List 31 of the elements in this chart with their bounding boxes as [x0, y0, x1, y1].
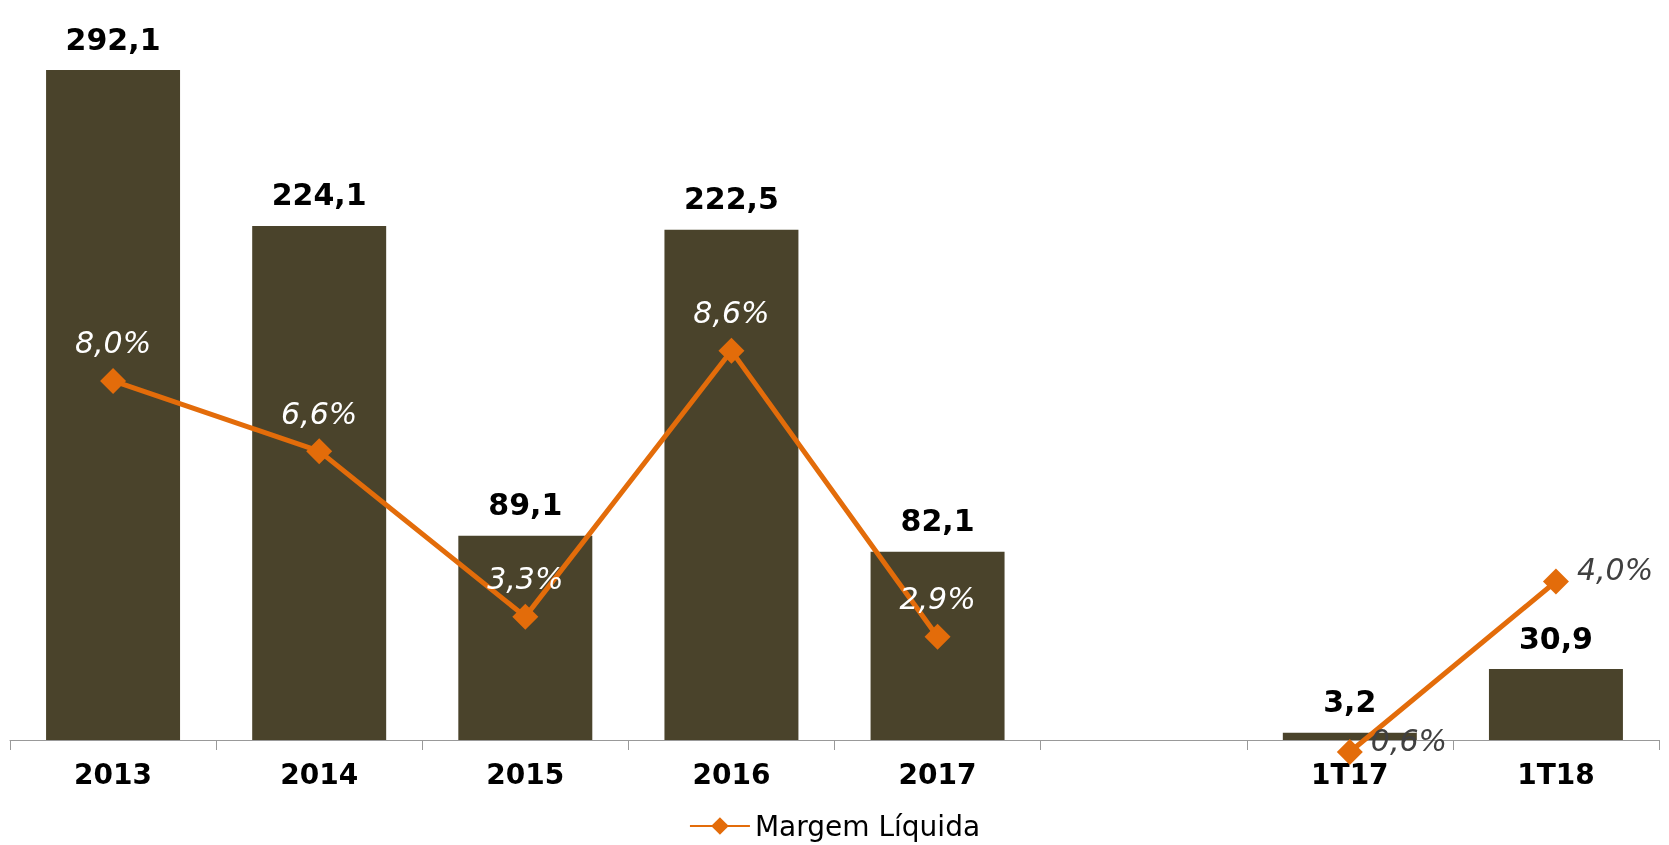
- data-label: 82,1: [900, 503, 975, 539]
- data-label: 8,0%: [74, 325, 152, 361]
- bar: [252, 225, 387, 740]
- legend-label: Margem Líquida: [754, 809, 981, 843]
- x-tick-label: 1T17: [1311, 757, 1389, 791]
- x-tick-label: 2013: [74, 757, 153, 791]
- x-tick-label: 2017: [898, 757, 977, 791]
- point: [924, 623, 951, 650]
- data-label: 222,5: [683, 181, 779, 217]
- bar: [1488, 669, 1623, 740]
- data-label: 30,9: [1518, 620, 1593, 656]
- data-label: 4,0%: [1576, 552, 1654, 588]
- bar: [46, 70, 181, 740]
- bar: [458, 535, 593, 740]
- point: [100, 367, 127, 394]
- point: [306, 438, 333, 465]
- point: [512, 603, 539, 630]
- point: [1542, 568, 1569, 595]
- bar: [870, 551, 1005, 740]
- data-label: 8,6%: [693, 295, 770, 331]
- x-tick-label: 2016: [692, 757, 771, 791]
- data-label: 3,2: [1323, 684, 1377, 720]
- x-tick-label: 1T18: [1517, 757, 1595, 791]
- x-tick-label: 2015: [486, 757, 565, 791]
- data-label: 89,1: [488, 487, 563, 523]
- point: [718, 337, 745, 364]
- data-label: 224,1: [271, 177, 367, 213]
- data-label: 6,6%: [281, 395, 358, 431]
- bar: [664, 229, 799, 740]
- x-tick-label: 2014: [280, 757, 359, 791]
- data-label: 292,1: [65, 21, 161, 57]
